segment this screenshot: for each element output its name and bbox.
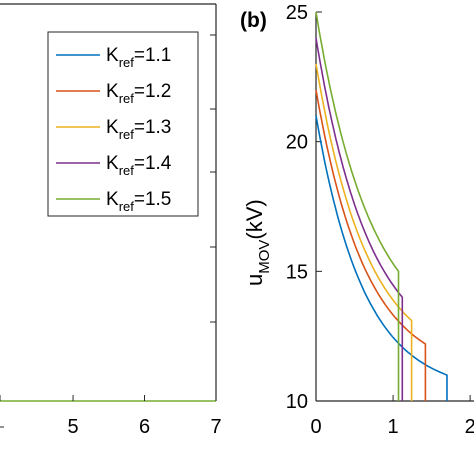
panel-b-y-tick-label: 20 [286,132,308,154]
legend-label-2: Kref=1.2 [106,81,171,106]
panel-a-x-tick-label: 5 [67,416,78,438]
panel-b: (b) uMOV(kV) 10 15 20 25 0 1 2 [240,2,474,438]
panel-a-x-tick-label: 6 [139,416,150,438]
legend-box [47,31,199,217]
panel-b-ylabel: uMOV(kV) [242,199,273,286]
legend-label-3: Kref=1.3 [106,117,171,142]
panel-b-series-4-line [315,37,404,401]
panel-b-label: (b) [240,9,267,32]
panel-b-series-3-line [315,63,413,401]
panel-a-legend: Kref=1.1 Kref=1.2 Kref=1.3 Kref=1.4 Kref=1.5 [47,31,199,217]
panel-b-y-tick-label: 25 [286,2,308,24]
panel-a: 5 6 7Kref=1.1Kref=1.2Kref=1.3Kref=1.4Kref=… [0,3,222,438]
panel-b-y-tick-label: 15 [286,261,308,283]
panel-b-y-tick-label: 10 [286,391,308,413]
panel-b-x-tick-label: 0 [310,416,321,438]
legend-label-4: Kref=1.4 [106,153,172,178]
panel-b-series-1-line [315,115,448,401]
panel-b-series-5-line [315,11,400,401]
panel-a-x-tick-label: 7 [210,416,221,438]
panel-b-series-2-line [315,89,427,401]
panel-b-x-tick-label: 1 [388,416,399,438]
legend-label-1: Kref=1.1 [106,45,171,70]
legend-label-5: Kref=1.5 [106,189,171,214]
panel-b-x-tick-label: 2 [465,416,474,438]
